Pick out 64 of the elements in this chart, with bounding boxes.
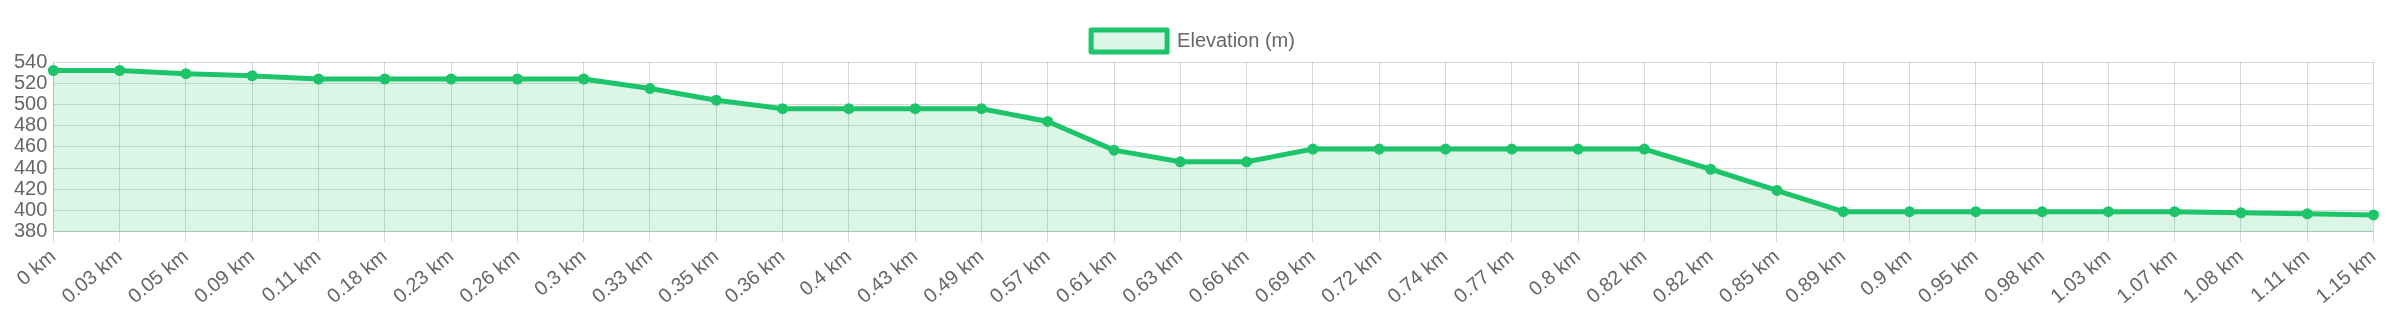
x-tick-label: 0.11 km <box>257 244 325 307</box>
point <box>1904 206 1916 218</box>
point <box>2235 207 2247 219</box>
point <box>1373 143 1385 155</box>
point <box>1241 156 1253 168</box>
point <box>114 64 126 76</box>
y-tick-label: 400 <box>13 198 48 221</box>
x-tick-label: 0 km <box>12 244 60 290</box>
point <box>47 64 59 76</box>
point <box>379 73 391 85</box>
x-tick-label: 0.9 km <box>1855 244 1916 300</box>
y-tick-label: 460 <box>13 134 48 157</box>
point <box>1771 184 1783 196</box>
point <box>1705 163 1717 175</box>
point <box>710 94 722 106</box>
x-tick-label: 0.74 km <box>1383 244 1452 308</box>
y-tick-label: 440 <box>13 155 48 178</box>
y-tick-label: 540 <box>13 49 48 72</box>
point <box>180 68 192 80</box>
x-tick-label: 1.07 km <box>2112 244 2181 308</box>
point <box>511 73 523 85</box>
point <box>1837 206 1849 218</box>
y-tick-label: 500 <box>13 91 48 114</box>
x-tick-label: 1.08 km <box>2178 244 2248 308</box>
legend-label: Elevation (m) <box>1177 28 1295 51</box>
x-tick-label: 0.66 km <box>1184 244 1253 308</box>
point <box>2102 206 2114 218</box>
point <box>843 103 855 115</box>
y-tick-label: 480 <box>13 113 48 136</box>
x-tick-label: 0.4 km <box>794 244 855 300</box>
x-tick-label: 0.36 km <box>720 244 789 308</box>
point <box>2301 208 2313 220</box>
point <box>1042 115 1054 127</box>
point <box>2169 206 2181 218</box>
point <box>445 73 457 85</box>
y-tick-label: 380 <box>13 219 48 242</box>
point <box>2036 206 2048 218</box>
point <box>578 73 590 85</box>
x-tick-label: 0.57 km <box>985 244 1054 308</box>
point <box>644 83 656 95</box>
point <box>2368 209 2380 221</box>
point <box>1307 143 1319 155</box>
point <box>1970 206 1982 218</box>
x-tick-label: 0.77 km <box>1449 244 1518 308</box>
point <box>1638 143 1650 155</box>
point <box>1108 144 1120 156</box>
y-tick-label: 420 <box>13 176 48 199</box>
point <box>313 73 325 85</box>
point <box>777 103 789 115</box>
x-tick-label: 1.11 km <box>2245 244 2314 307</box>
x-tick-label: 0.18 km <box>322 244 391 308</box>
point <box>975 103 987 115</box>
x-tick-label: 0.95 km <box>1913 244 1982 308</box>
x-tick-label: 1.15 km <box>2311 244 2380 308</box>
point <box>1174 156 1186 168</box>
point <box>1439 143 1451 155</box>
point <box>246 70 258 82</box>
x-tick-label: 0.3 km <box>529 244 590 300</box>
point <box>909 103 921 115</box>
point <box>1506 143 1518 155</box>
y-tick-label: 520 <box>13 70 48 93</box>
x-tick-label: 0.82 km <box>1648 244 1717 308</box>
point <box>1572 143 1584 155</box>
x-tick-label: 0.03 km <box>57 244 126 308</box>
